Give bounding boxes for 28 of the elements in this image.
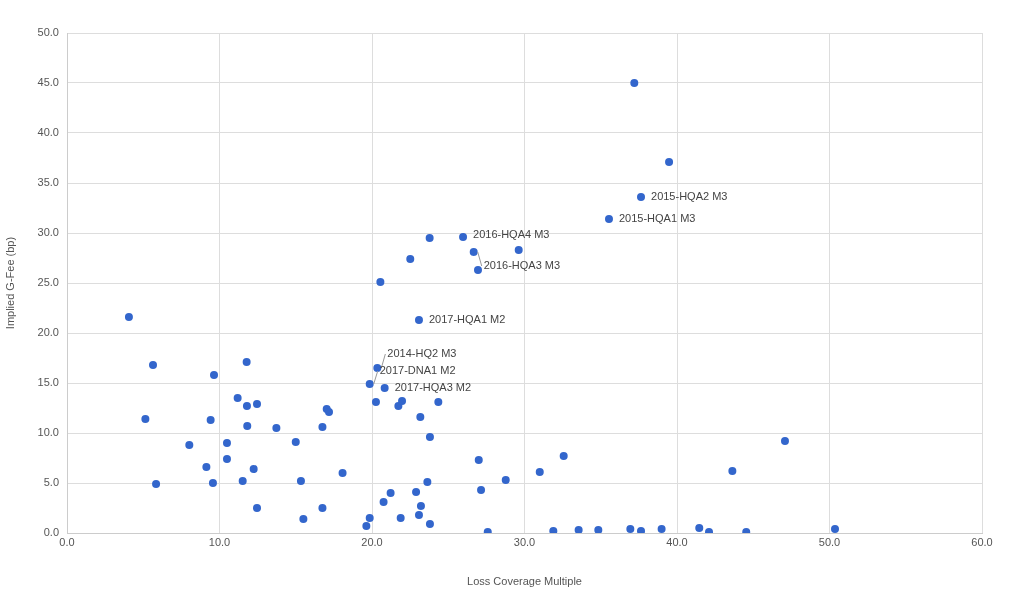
y-tick-label: 50.0	[37, 26, 59, 39]
x-tick-label: 40.0	[666, 535, 688, 548]
y-tick-label: 40.0	[37, 126, 59, 139]
y-tick-label: 5.0	[43, 476, 59, 489]
annotation: 2015-HQA2 M3	[651, 190, 728, 203]
y-tick-label: 35.0	[37, 176, 59, 189]
annotation: 2016-HQA3 M3	[483, 259, 561, 272]
annotation: 2017-DNA1 M2	[379, 364, 456, 377]
annotation: 2015-HQA1 M3	[618, 212, 696, 225]
y-tick-label: 20.0	[37, 326, 59, 339]
y-tick-label: 15.0	[37, 376, 59, 389]
y-tick-label: 0.0	[43, 526, 59, 539]
x-tick-label: 0.0	[59, 535, 75, 548]
x-tick-label: 60.0	[971, 535, 993, 548]
y-tick-label: 30.0	[37, 226, 59, 239]
x-tick-label: 30.0	[513, 535, 536, 548]
y-tick-label: 25.0	[37, 276, 59, 289]
x-tick-label: 10.0	[208, 535, 231, 548]
annotation: 2016-HQA4 M3	[473, 228, 550, 241]
annotation: 2014-HQ2 M3	[387, 347, 457, 360]
annotation: 2017-HQA3 M2	[394, 381, 472, 394]
x-axis-title: Loss Coverage Multiple	[467, 575, 582, 588]
x-tick-label: 20.0	[361, 535, 383, 548]
y-axis-title: Implied G-Fee (bp)	[3, 236, 16, 330]
y-tick-label: 45.0	[37, 76, 59, 89]
annotation: 2017-HQA1 M2	[428, 313, 506, 326]
y-tick-label: 10.0	[37, 426, 59, 439]
x-tick-label: 50.0	[818, 535, 841, 548]
